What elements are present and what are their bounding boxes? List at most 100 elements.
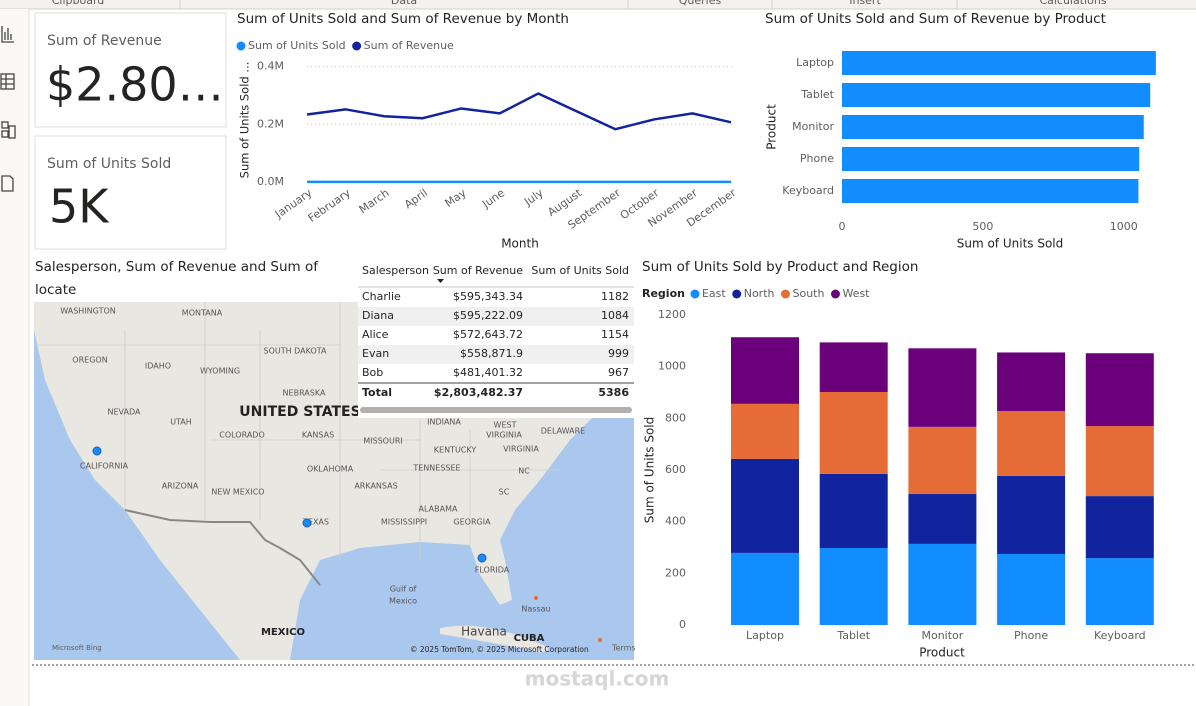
bar-segment (997, 411, 1066, 476)
legend-label: West (842, 287, 870, 300)
map-label: MISSOURI (363, 437, 403, 446)
table-cell: $572,643.72 (453, 328, 523, 341)
x-tick-label: 1000 (1110, 220, 1138, 233)
x-tick-label: 0 (839, 220, 846, 233)
ribbon-group: Data (391, 0, 417, 7)
map-label: Mexico (389, 597, 417, 606)
x-tick-label: 500 (972, 220, 993, 233)
table-header: Sum of Revenue (433, 264, 523, 277)
legend-marker (690, 289, 700, 299)
map-label: CALIFORNIA (80, 462, 129, 471)
table-header: Sum of Units Sold (531, 264, 629, 277)
map-label: NEBRASKA (283, 389, 326, 398)
map-label: INDIANA (427, 418, 461, 427)
ribbon-group: Clipboard (52, 0, 105, 7)
map-label: ARKANSAS (354, 482, 397, 491)
legend-label: South (792, 287, 824, 300)
map-label: COLORADO (219, 431, 265, 440)
bar-segment (908, 494, 977, 544)
legend-marker (732, 289, 742, 299)
bar-segment (997, 475, 1066, 554)
legend-marker (780, 289, 790, 299)
map-title: Salesperson, Sum of Revenue and Sum of (35, 259, 319, 275)
x-tick-label: June (479, 186, 507, 211)
map-label: KENTUCKY (434, 446, 477, 455)
map-points[interactable] (92, 446, 602, 642)
y-tick-label: 0.0M (257, 175, 284, 188)
map-label: SOUTH DAKOTA (263, 347, 327, 356)
bar-segment (1085, 558, 1154, 625)
sort-arrow[interactable] (437, 279, 444, 283)
map-label: OKLAHOMA (307, 465, 354, 474)
y-tick-label: Phone (800, 152, 834, 165)
map-label: NC (518, 467, 530, 476)
card-label: Sum of Revenue (47, 33, 162, 49)
table-header: Salesperson (362, 264, 429, 277)
y-tick-label: 0.2M (257, 117, 284, 130)
map-label: MONTANA (182, 309, 223, 318)
bar-segment (731, 458, 799, 553)
y-tick-label: Keyboard (782, 184, 834, 197)
map-label: CUBA (514, 633, 545, 644)
bar-segment (1085, 426, 1154, 497)
map-label: SC (499, 488, 510, 497)
table-cell: $595,222.09 (453, 309, 523, 322)
x-tick-label: Tablet (836, 629, 870, 642)
bar-segment (908, 348, 977, 427)
map-label: NEVADA (108, 408, 141, 417)
map-label: WASHINGTON (60, 307, 115, 316)
card (34, 135, 227, 250)
table-cell: Charlie (362, 290, 401, 303)
table-cell: 999 (608, 347, 629, 360)
map-terms[interactable]: Terms (611, 644, 636, 653)
bar-segment (731, 337, 799, 404)
table-total: 5386 (598, 386, 629, 399)
card-value: 5K (49, 180, 110, 234)
scrollbar[interactable] (360, 407, 632, 413)
bar-segment (908, 426, 977, 495)
x-axis-title: Month (501, 237, 539, 251)
ribbon-dividers (179, 0, 958, 9)
bar-segment (731, 552, 799, 625)
card (34, 12, 227, 128)
sidebar-icons[interactable] (0, 26, 16, 192)
y-tick-label: 0 (679, 618, 686, 631)
bar-segment (731, 403, 799, 459)
map-label: NEW MEXICO (211, 488, 264, 497)
map-label: IDAHO (145, 362, 171, 371)
table (358, 258, 634, 418)
chart-title: Sum of Units Sold by Product and Region (642, 259, 918, 275)
map-label: MEXICO (261, 627, 305, 638)
map-label: ARIZONA (162, 482, 199, 491)
bar-segment (819, 342, 888, 392)
bar (842, 115, 1144, 139)
card-value: $2.80… (46, 58, 224, 112)
bar-segment (1085, 496, 1154, 559)
map-label: WYOMING (200, 367, 240, 376)
map-label: UTAH (170, 418, 192, 427)
map-label: VIRGINIA (486, 431, 522, 440)
x-axis-title: Product (919, 646, 965, 660)
map-label: TEXAS (302, 518, 329, 527)
map-label: ALABAMA (419, 505, 458, 514)
table-cell: Bob (362, 366, 383, 379)
legend-label: Sum of Units Sold (248, 39, 346, 52)
y-tick-label: Laptop (796, 56, 834, 69)
bar-segment (819, 548, 888, 625)
map-label: Havana (461, 625, 507, 639)
sidebar (0, 9, 29, 706)
legend-label: North (744, 287, 775, 300)
legend-label: Sum of Revenue (364, 39, 454, 52)
bar-segment (819, 391, 888, 474)
table-cell: $595,343.34 (453, 290, 523, 303)
y-tick-label: 200 (665, 566, 686, 579)
legend-marker (236, 41, 246, 51)
map-label: FLORIDA (475, 566, 510, 575)
table-total: Total (362, 386, 392, 399)
y-tick-label: 400 (665, 515, 686, 528)
legend-marker (830, 289, 840, 299)
y-tick-label: Monitor (792, 120, 834, 133)
map-attribution: © 2025 TomTom, © 2025 Microsoft Corporat… (410, 645, 589, 654)
y-axis-title: Sum of Units Sold ... (238, 62, 252, 179)
